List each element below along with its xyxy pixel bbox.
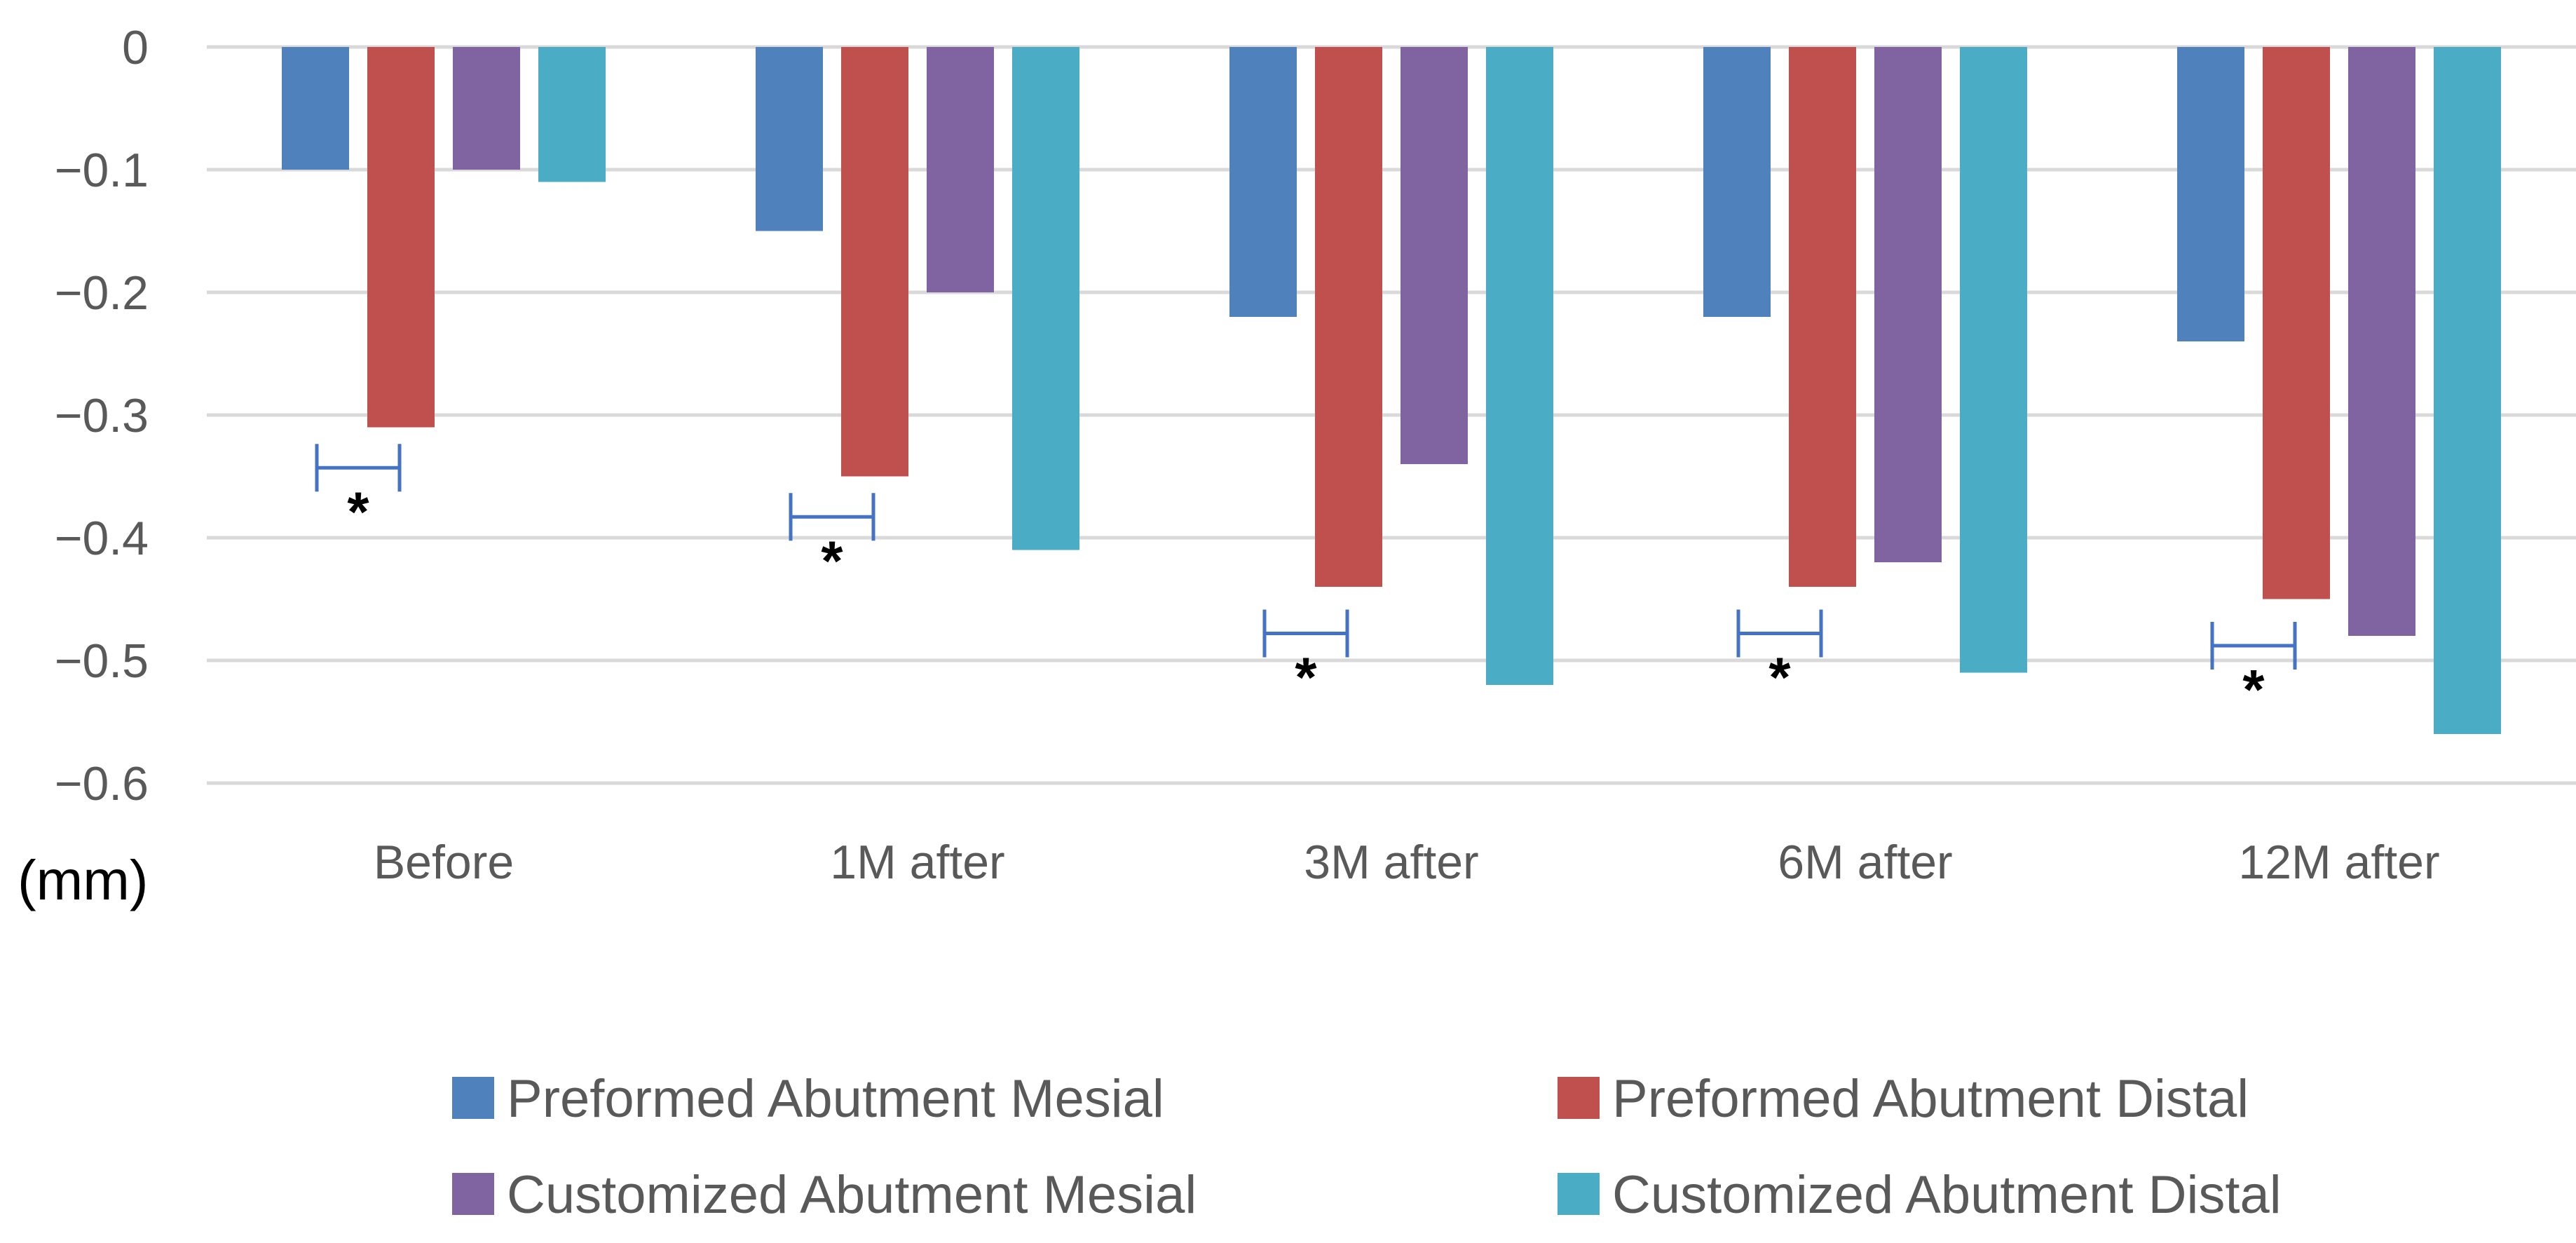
legend-label: Customized Abutment Distal — [1612, 1165, 2282, 1225]
bar — [841, 47, 908, 477]
bar — [756, 47, 823, 231]
x-tick-label: Before — [374, 836, 514, 889]
bar — [282, 47, 349, 170]
bar — [453, 47, 520, 170]
bar — [1401, 47, 1468, 464]
significance-asterisk: * — [821, 529, 843, 592]
y-tick-label: −0.2 — [55, 266, 149, 320]
bar — [1874, 47, 1942, 562]
y-tick-label: −0.6 — [55, 757, 149, 810]
bar — [1703, 47, 1771, 317]
bar — [1960, 47, 2027, 673]
significance-asterisk: * — [347, 480, 369, 543]
significance-asterisk: * — [1769, 646, 1791, 709]
bar — [1229, 47, 1297, 317]
significance-asterisk: * — [2242, 658, 2265, 721]
legend-label: Preformed Abutment Mesial — [507, 1069, 1164, 1129]
legend-swatch — [452, 1077, 494, 1119]
legend-swatch — [1558, 1077, 1600, 1119]
x-tick-label: 1M after — [830, 836, 1004, 889]
legend: Preformed Abutment Mesial Preformed Abutm… — [452, 1069, 2282, 1225]
bar — [2263, 47, 2330, 599]
significance-asterisk: * — [1295, 646, 1317, 709]
bar — [367, 47, 435, 428]
x-tick-label: 3M after — [1304, 836, 1478, 889]
bar — [1486, 47, 1553, 685]
y-axis-unit-label: (mm) — [18, 849, 149, 911]
x-tick-label: 6M after — [1778, 836, 1952, 889]
bar — [2177, 47, 2244, 341]
y-axis-ticks: 0 −0.1 −0.2 −0.3 −0.4 −0.5 −0.6 — [55, 21, 149, 810]
x-axis-ticks: Before 1M after 3M after 6M after 12M after — [374, 836, 2440, 889]
bar — [2348, 47, 2415, 636]
bar — [1315, 47, 1382, 587]
bar — [1789, 47, 1856, 587]
bar — [2434, 47, 2501, 734]
y-tick-label: −0.3 — [55, 389, 149, 442]
legend-label: Customized Abutment Mesial — [507, 1165, 1197, 1225]
legend-label: Preformed Abutment Distal — [1612, 1069, 2249, 1129]
bar — [927, 47, 994, 292]
legend-swatch — [1558, 1173, 1600, 1215]
significance-annotations: * * * * * — [315, 444, 2297, 721]
y-tick-label: −0.5 — [55, 634, 149, 688]
y-tick-label: −0.1 — [55, 144, 149, 197]
bar — [1012, 47, 1079, 550]
y-tick-label: −0.4 — [55, 512, 149, 565]
legend-swatch — [452, 1173, 494, 1215]
bar — [538, 47, 606, 182]
x-tick-label: 12M after — [2238, 836, 2439, 889]
bars — [282, 47, 2501, 734]
y-tick-label: 0 — [122, 21, 149, 74]
